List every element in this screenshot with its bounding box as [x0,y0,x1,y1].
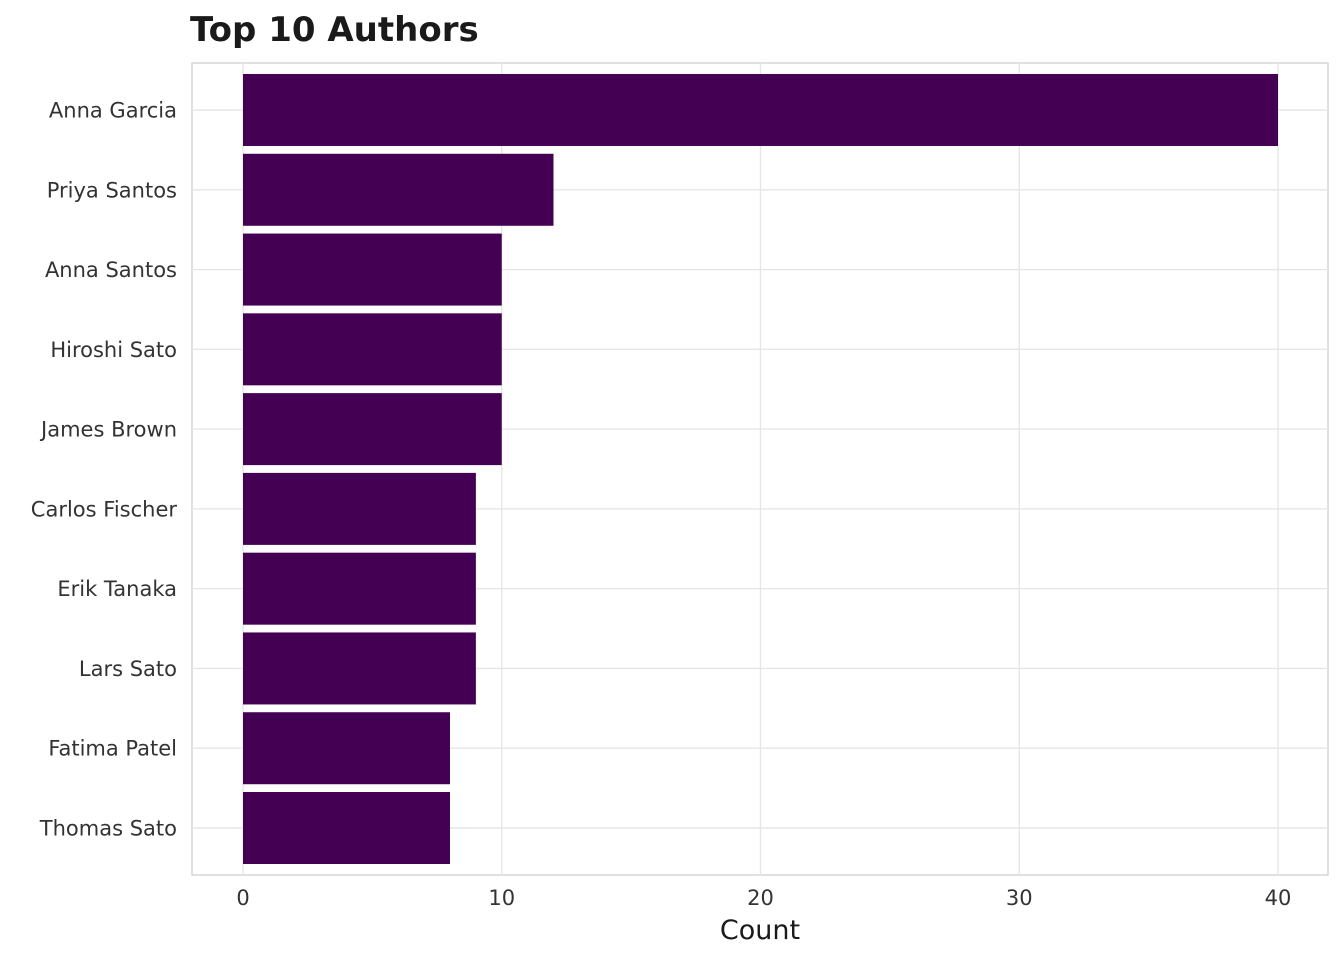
y-axis-labels: Anna Garcia Priya Santos Anna Santos Hirosh… [31,99,178,841]
bar [243,472,476,545]
bar [243,153,554,226]
y-tick-label: Anna Santos [45,258,177,282]
bar [243,313,502,386]
bar [243,393,502,466]
x-tick-label: 20 [747,886,774,910]
y-tick-label: Carlos Fischer [31,497,178,521]
bar [243,233,502,306]
x-axis-title: Count [720,915,800,946]
bar [243,712,450,785]
x-tick-label: 10 [488,886,515,910]
y-tick-label: Erik Tanaka [57,577,177,601]
bar [243,552,476,625]
bar [243,792,450,864]
x-tick-label: 30 [1006,886,1033,910]
bar [243,74,1278,146]
x-tick-label: 0 [236,886,249,910]
y-tick-label: Lars Sato [79,657,177,681]
bars [243,74,1278,864]
y-tick-label: James Brown [39,418,177,442]
x-tick-label: 40 [1265,886,1292,910]
y-tick-label: Thomas Sato [39,817,177,841]
y-tick-label: Fatima Patel [48,737,177,761]
y-tick-label: Priya Santos [47,178,177,202]
bar [243,632,476,705]
y-tick-label: Anna Garcia [49,99,177,123]
x-axis-labels: 0 10 20 30 40 [236,886,1291,910]
chart-title: Top 10 Authors [190,10,479,50]
y-tick-label: Hiroshi Sato [50,338,177,362]
